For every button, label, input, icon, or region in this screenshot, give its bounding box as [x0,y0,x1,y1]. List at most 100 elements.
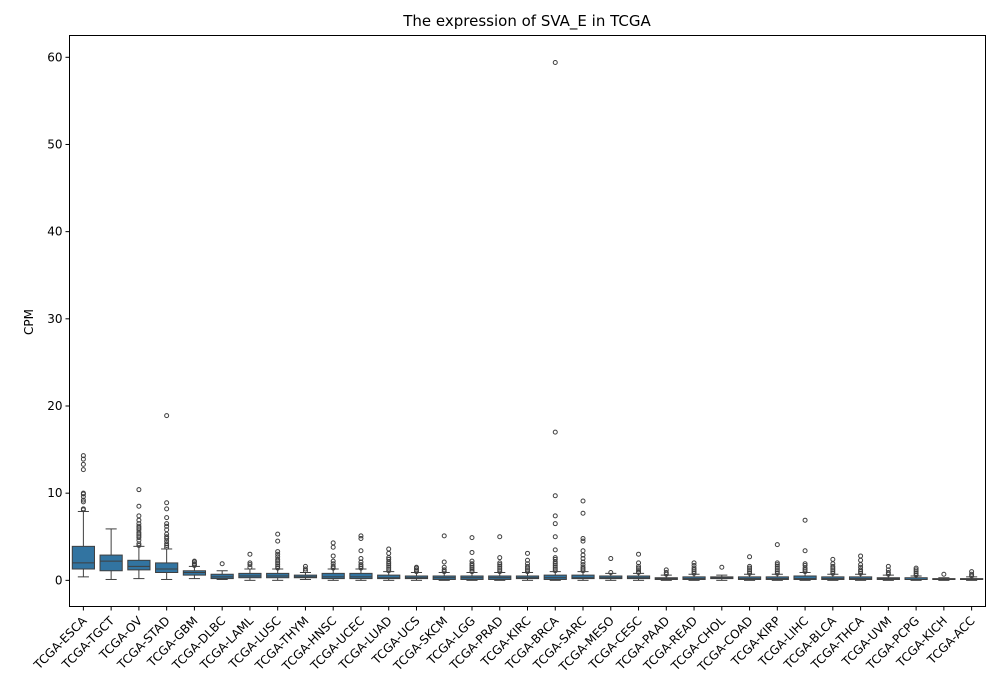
outlier-point [913,569,919,575]
outlier-point [525,557,530,563]
outlier-point [469,535,475,541]
outlier-point [358,559,364,565]
outlier-point [330,563,336,569]
outlier-point [830,567,836,573]
outlier-point [275,551,281,557]
iqr-box [349,572,373,580]
outlier-point [136,487,142,493]
outlier-point [302,563,308,569]
outlier-point [552,534,558,540]
outlier-point [330,561,336,567]
outlier-point [691,560,697,566]
outlier-point [136,521,142,527]
outlier-point [275,562,281,568]
outlier-point [663,567,669,573]
box-tcga-kich [932,571,956,581]
outlier-point [136,535,142,541]
outlier-point [469,566,475,572]
outlier-point [580,556,586,562]
outlier-point [830,556,836,562]
outlier-point [247,562,253,568]
outlier-point [497,563,503,569]
outlier-point [469,561,475,567]
outlier-point [275,565,281,571]
outlier-point [80,461,86,467]
outlier-point [441,559,447,565]
outlier-point [330,558,336,564]
box-tcga-kirp [765,542,789,581]
box-tcga-coad [737,554,762,581]
box-tcga-esca [71,453,95,578]
outlier-point [191,561,197,567]
outlier-point [802,563,808,569]
outlier-point [469,564,475,570]
box-tcga-brca [543,60,567,581]
outlier-point [164,521,170,527]
outlier-point [275,556,281,562]
outlier-point [525,567,530,573]
outlier-point [413,564,419,570]
box-tcga-thca [848,553,873,581]
outlier-point [275,538,281,544]
outlier-point [580,498,586,504]
outlier-point [858,553,864,559]
outlier-point [164,541,170,547]
outlier-point [858,562,864,568]
outlier-point [358,548,364,554]
outlier-point [636,551,642,557]
outlier-point [552,493,558,499]
box-tcga-ov [127,487,151,580]
outlier-point [469,568,475,574]
box-tcga-luad [377,546,401,581]
outlier-point [885,567,891,573]
outlier-point [497,555,503,561]
outlier-point [497,569,503,575]
outlier-point [580,510,586,516]
outlier-point [802,548,808,554]
box-tcga-chol [710,564,734,581]
outlier-point [691,563,697,569]
outlier-point [858,564,864,570]
box-tcga-paad [654,567,678,581]
box-tcga-hnsc [321,540,345,581]
outlier-point [636,560,642,566]
outlier-point [552,521,558,527]
outlier-point [636,565,642,571]
outlier-point [80,497,86,503]
box-tcga-ucs [404,564,429,581]
outlier-point [580,562,586,568]
outlier-point [552,429,558,435]
box-tcga-uvm [876,563,900,581]
outlier-point [691,569,697,575]
outlier-point [774,567,780,573]
outlier-point [80,453,86,459]
outlier-point [164,500,170,506]
outlier-point [552,60,558,66]
outlier-point [719,564,725,570]
outlier-point [164,413,170,419]
box-tcga-sarc [571,498,595,581]
outlier-point [525,569,530,575]
outlier-point [80,467,86,473]
outlier-point [386,563,392,569]
y-tick-label: 10 [47,486,62,500]
outlier-point [247,560,253,566]
iqr-box [321,572,345,580]
outlier-point [497,567,503,573]
outlier-point [747,569,753,575]
box-tcga-stad [155,413,179,580]
outlier-point [774,562,780,568]
outlier-point [386,546,392,552]
box-tcga-meso [599,556,623,581]
outlier-point [275,531,281,537]
iqr-box [377,574,401,580]
outlier-point [191,558,197,564]
outlier-point [80,499,86,505]
box-tcga-lgg [460,535,484,581]
outlier-point [136,541,142,547]
outlier-point [913,570,919,576]
outlier-point [136,513,142,519]
outlier-point [691,565,697,571]
box-tcga-gbm [182,558,207,580]
outlier-point [552,555,558,561]
